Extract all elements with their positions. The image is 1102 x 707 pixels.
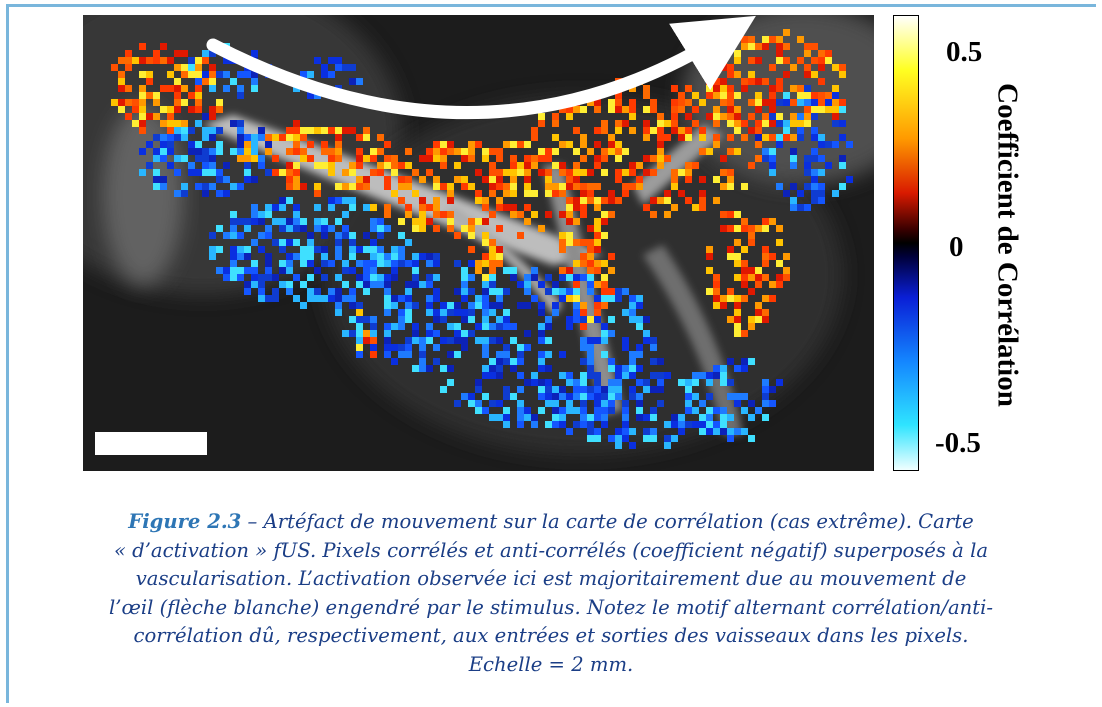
caption-line-3: vascularisation. L’activation observée i… — [135, 567, 967, 590]
fus-correlation-map — [83, 15, 874, 471]
scale-bar — [95, 432, 207, 455]
caption-line-6: Echelle = 2 mm. — [468, 652, 634, 676]
figure-caption: Figure 2.3 – Artéfact de mouvement sur l… — [14, 508, 1088, 679]
caption-line-5: corrélation dû, respectivement, aux entr… — [133, 624, 969, 647]
correlation-map-image — [83, 15, 874, 471]
figure-frame — [6, 4, 1096, 703]
colorbar-tick-min: -0.5 — [935, 427, 981, 459]
caption-line-1-text: – Artéfact de mouvement sur la carte de … — [241, 510, 974, 533]
eye-movement-arrow — [206, 15, 756, 119]
caption-line-1: Figure 2.3 – Artéfact de mouvement sur l… — [14, 508, 1088, 537]
colorbar-tick-max: 0.5 — [946, 36, 983, 68]
colorbar-tick-zero: 0 — [949, 231, 964, 263]
colorbar-title-text: Coefficient de Corrélation — [991, 83, 1024, 407]
caption-figure-label: Figure 2.3 — [128, 510, 242, 533]
colorbar — [893, 15, 919, 471]
caption-line-2: « d’activation » fUS. Pixels corrélés et… — [113, 538, 989, 562]
caption-line-4: l’œil (flèche blanche) engendré par le s… — [108, 595, 994, 619]
